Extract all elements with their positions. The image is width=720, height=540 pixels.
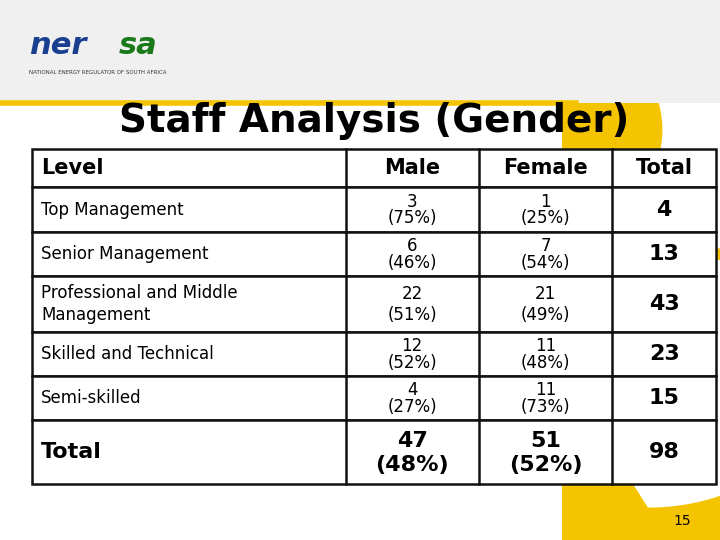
Text: 15: 15 — [674, 514, 691, 528]
FancyBboxPatch shape — [32, 332, 716, 376]
Text: 98: 98 — [649, 442, 680, 462]
Text: 13: 13 — [649, 244, 680, 264]
Polygon shape — [490, 0, 720, 508]
Text: 1: 1 — [540, 193, 551, 211]
Text: Top Management: Top Management — [41, 200, 184, 219]
Text: 11: 11 — [535, 381, 556, 400]
Text: (75%): (75%) — [387, 210, 437, 227]
Text: Male: Male — [384, 158, 440, 178]
Text: Female: Female — [503, 158, 588, 178]
Text: (27%): (27%) — [387, 398, 437, 416]
FancyBboxPatch shape — [32, 276, 716, 332]
Text: 4: 4 — [407, 381, 418, 400]
Text: NATIONAL ENERGY REGULATOR OF SOUTH AFRICA: NATIONAL ENERGY REGULATOR OF SOUTH AFRIC… — [29, 70, 166, 76]
FancyBboxPatch shape — [0, 0, 720, 103]
Text: 47: 47 — [397, 431, 428, 451]
Text: (54%): (54%) — [521, 254, 570, 272]
Text: 22: 22 — [402, 285, 423, 303]
Text: (25%): (25%) — [521, 210, 570, 227]
Text: 21: 21 — [535, 285, 556, 303]
Text: (48%): (48%) — [375, 455, 449, 475]
Text: Level: Level — [41, 158, 104, 178]
Text: (52%): (52%) — [508, 455, 582, 475]
Polygon shape — [562, 0, 720, 540]
Text: Total: Total — [41, 442, 102, 462]
Text: 4: 4 — [657, 199, 672, 220]
Text: (46%): (46%) — [387, 254, 437, 272]
Text: 11: 11 — [535, 337, 556, 355]
Text: sa: sa — [119, 31, 158, 60]
Text: Professional and Middle
Management: Professional and Middle Management — [41, 284, 238, 324]
Text: (73%): (73%) — [521, 398, 570, 416]
Text: (49%): (49%) — [521, 306, 570, 324]
FancyBboxPatch shape — [32, 148, 716, 187]
Text: Semi-skilled: Semi-skilled — [41, 389, 142, 407]
FancyBboxPatch shape — [32, 232, 716, 276]
Text: 12: 12 — [402, 337, 423, 355]
Text: 23: 23 — [649, 343, 680, 364]
Text: Senior Management: Senior Management — [41, 245, 209, 263]
Text: 51: 51 — [530, 431, 561, 451]
Text: (48%): (48%) — [521, 354, 570, 372]
Text: (52%): (52%) — [387, 354, 437, 372]
Text: 43: 43 — [649, 294, 680, 314]
Text: 15: 15 — [649, 388, 680, 408]
Text: 6: 6 — [407, 237, 418, 255]
Text: (51%): (51%) — [387, 306, 437, 324]
Text: ner: ner — [29, 31, 86, 60]
Text: Staff Analysis (Gender): Staff Analysis (Gender) — [120, 103, 629, 140]
FancyBboxPatch shape — [32, 376, 716, 420]
FancyBboxPatch shape — [32, 187, 716, 232]
Text: Total: Total — [636, 158, 693, 178]
Text: 3: 3 — [407, 193, 418, 211]
Text: 7: 7 — [540, 237, 551, 255]
Text: Skilled and Technical: Skilled and Technical — [41, 345, 214, 363]
FancyBboxPatch shape — [32, 420, 716, 484]
